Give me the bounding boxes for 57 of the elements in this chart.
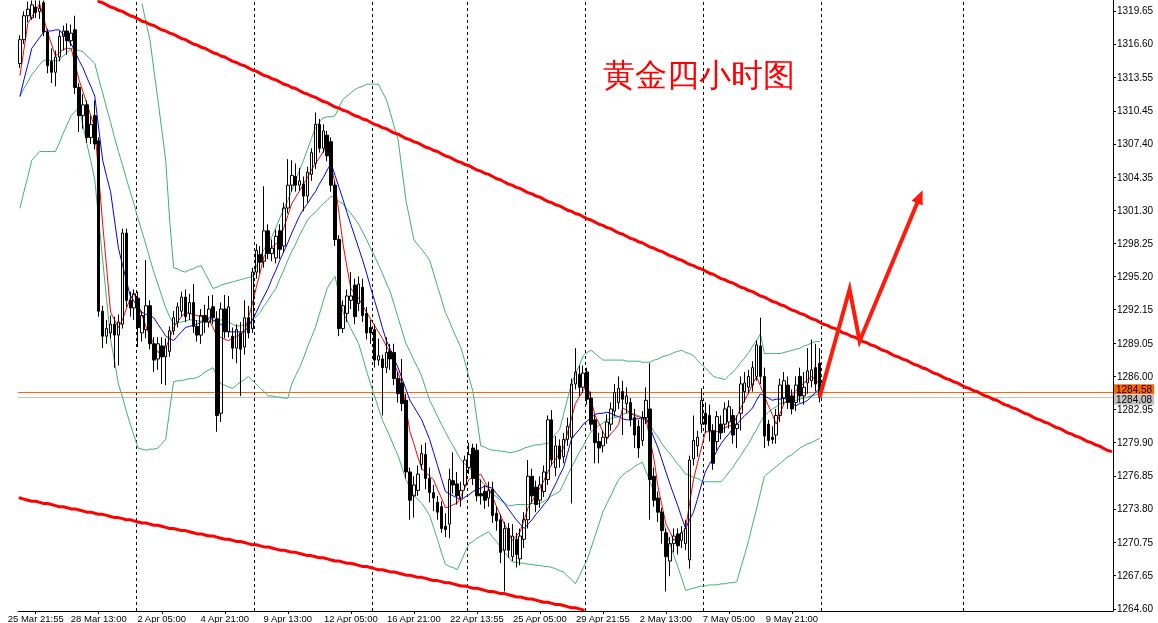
x-tick-label: 12 Apr 05:00 [323, 612, 378, 623]
text: 黄金四小时图 [603, 56, 795, 94]
candlestick [440, 500, 443, 534]
y-tick-label: 1298.25 [1117, 237, 1154, 249]
candlestick [65, 22, 69, 56]
y-tick-label: 1270.75 [1117, 536, 1154, 548]
candlestick [648, 362, 652, 521]
y-tick-label: 1282.95 [1117, 404, 1154, 416]
y-tick-label: 1310.45 [1117, 105, 1154, 117]
candlestick [113, 316, 116, 369]
y-tick-label: 1295.20 [1117, 270, 1154, 282]
line-series [18, 496, 585, 612]
x-tick-label: 7 May 05:00 [702, 612, 756, 623]
candlestick [34, 0, 37, 19]
x-tick-label: 29 Apr 21:55 [575, 612, 630, 623]
ref-line-label: 1284.58 [1116, 383, 1153, 395]
candlestick [483, 484, 487, 510]
x-tick-label: 2 May 13:00 [639, 612, 693, 623]
y-tick-label: 1276.85 [1117, 470, 1154, 482]
candlestick [231, 327, 234, 360]
x-tick-label: 28 Mar 13:00 [70, 612, 127, 623]
y-tick-label: 1273.80 [1117, 503, 1154, 515]
x-tick-label: 9 May 21:00 [765, 612, 819, 623]
y-tick-label: 1316.60 [1117, 38, 1154, 50]
y-tick-label: 1301.30 [1117, 204, 1154, 216]
candlestick [621, 380, 624, 436]
ref-line-label: 1284.08 [1116, 394, 1153, 406]
x-tick-label: 25 Apr 05:00 [512, 612, 567, 623]
candlestick [199, 308, 203, 345]
candlestick [227, 295, 230, 338]
x-tick-label: 4 Apr 21:00 [200, 612, 250, 623]
candlestick [30, 0, 34, 21]
x-tick-label: 9 Apr 13:00 [263, 612, 313, 623]
candlestick [184, 288, 187, 323]
line-series [19, 107, 821, 591]
candlestick [786, 375, 790, 410]
y-tick-label: 1289.05 [1117, 337, 1154, 349]
candlestick [160, 336, 164, 385]
y-tick-label: 1286.00 [1117, 370, 1154, 382]
line-series [97, 0, 1113, 453]
line-series [141, 3, 821, 453]
y-tick-label: 1304.35 [1117, 171, 1154, 183]
y-tick-label: 1279.90 [1117, 437, 1154, 449]
y-tick-label: 1313.55 [1117, 71, 1154, 83]
y-tick-label: 1264.60 [1117, 603, 1154, 615]
candlestick [262, 185, 266, 269]
x-tick-label: 2 Apr 05:00 [137, 612, 187, 623]
candlestick [676, 527, 680, 556]
x-tick-label: 16 Apr 21:00 [386, 612, 441, 623]
y-tick-label: 1319.65 [1117, 5, 1154, 17]
candlestick [294, 162, 297, 193]
y-tick-label: 1267.65 [1117, 570, 1154, 582]
candlestick [475, 443, 479, 502]
y-tick-label: 1292.15 [1117, 304, 1154, 316]
x-tick-label: 25 Mar 21:55 [7, 612, 64, 623]
x-tick-label: 22 Apr 13:55 [449, 612, 504, 623]
y-tick-label: 1307.40 [1117, 138, 1154, 150]
